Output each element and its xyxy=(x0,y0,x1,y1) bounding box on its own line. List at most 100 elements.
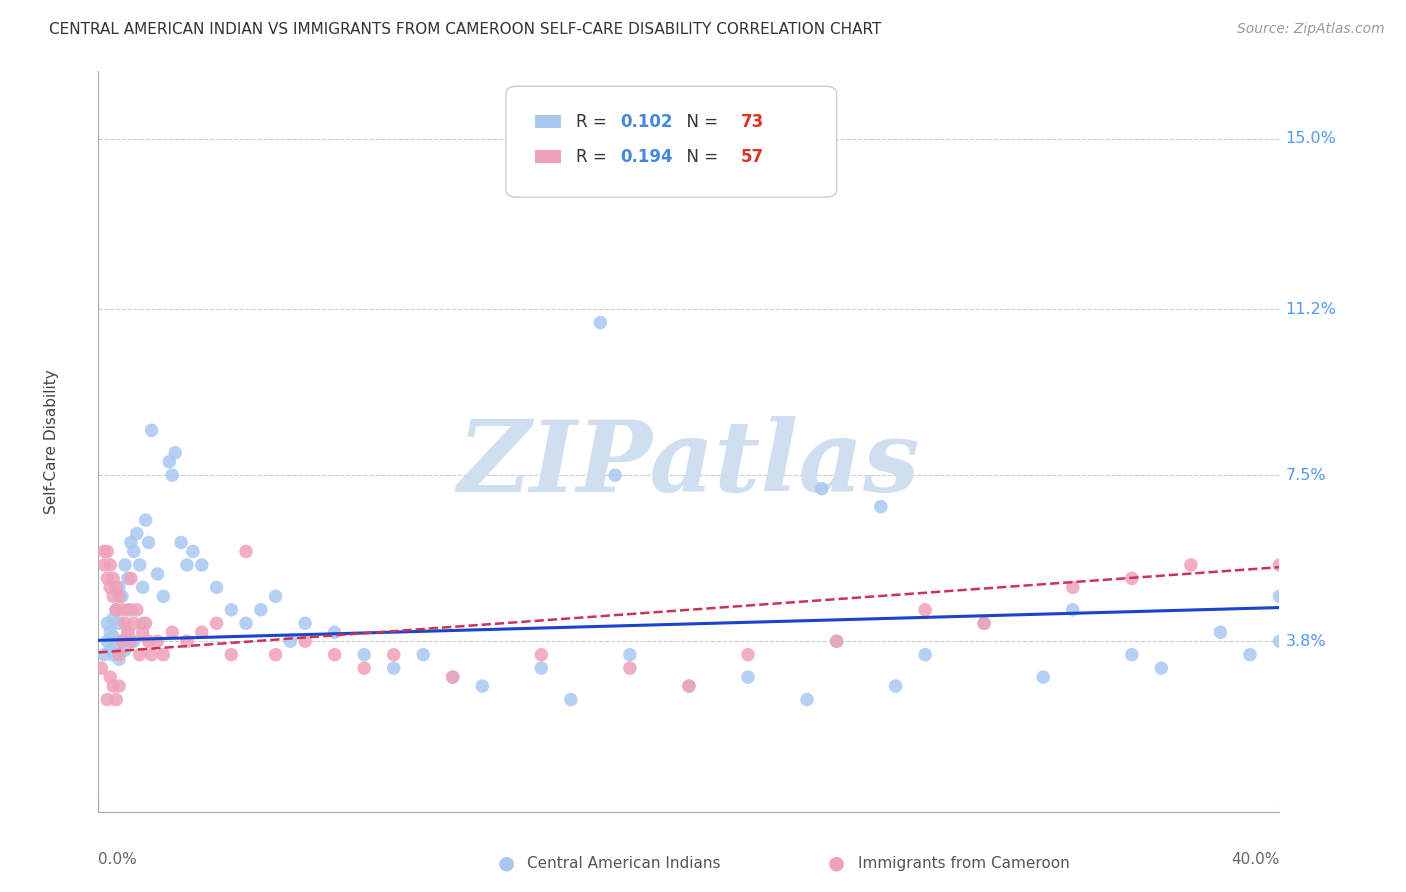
Point xyxy=(141,648,163,662)
Point xyxy=(111,634,134,648)
FancyBboxPatch shape xyxy=(536,115,561,128)
Point xyxy=(191,558,214,572)
Point xyxy=(98,558,121,572)
Point xyxy=(382,661,405,675)
Text: N =: N = xyxy=(676,147,723,166)
Point xyxy=(111,634,134,648)
Point xyxy=(117,625,139,640)
Point xyxy=(181,544,204,558)
Point xyxy=(973,616,995,631)
Point xyxy=(1062,580,1084,594)
Point xyxy=(96,544,118,558)
Point xyxy=(914,648,936,662)
Point xyxy=(264,590,287,604)
Point xyxy=(162,625,183,640)
Point xyxy=(93,544,115,558)
Point xyxy=(294,616,316,631)
Point xyxy=(108,679,131,693)
Point xyxy=(114,643,136,657)
Point xyxy=(90,661,112,675)
Point xyxy=(530,661,553,675)
Point xyxy=(128,558,150,572)
Point xyxy=(103,590,125,604)
Point xyxy=(165,446,187,460)
Point xyxy=(250,603,273,617)
Point xyxy=(122,544,145,558)
Point xyxy=(98,625,121,640)
Point xyxy=(884,679,907,693)
Text: Source: ZipAtlas.com: Source: ZipAtlas.com xyxy=(1237,22,1385,37)
Point xyxy=(96,571,118,585)
Point xyxy=(678,679,700,693)
Text: 0.102: 0.102 xyxy=(620,112,673,131)
Point xyxy=(737,648,759,662)
FancyBboxPatch shape xyxy=(536,150,561,163)
Point xyxy=(1268,634,1291,648)
Point xyxy=(135,513,157,527)
Point xyxy=(1121,571,1143,585)
Point xyxy=(1268,558,1291,572)
Point xyxy=(353,661,375,675)
Point xyxy=(560,692,582,706)
Point xyxy=(796,692,818,706)
Point xyxy=(96,634,118,648)
Point xyxy=(114,616,136,631)
Text: 40.0%: 40.0% xyxy=(1232,853,1279,867)
Point xyxy=(205,616,228,631)
Point xyxy=(125,526,148,541)
Point xyxy=(1180,558,1202,572)
Text: Immigrants from Cameroon: Immigrants from Cameroon xyxy=(858,856,1070,871)
Point xyxy=(132,616,155,631)
Text: 57: 57 xyxy=(741,147,763,166)
Text: 7.5%: 7.5% xyxy=(1285,467,1326,483)
Text: ZIPatlas: ZIPatlas xyxy=(458,416,920,512)
Point xyxy=(825,634,848,648)
Text: 11.2%: 11.2% xyxy=(1285,301,1336,317)
Point xyxy=(108,648,131,662)
Point xyxy=(120,603,142,617)
Point xyxy=(98,643,121,657)
Point xyxy=(441,670,464,684)
Point xyxy=(221,603,243,617)
Point xyxy=(221,648,243,662)
Text: CENTRAL AMERICAN INDIAN VS IMMIGRANTS FROM CAMEROON SELF-CARE DISABILITY CORRELA: CENTRAL AMERICAN INDIAN VS IMMIGRANTS FR… xyxy=(49,22,882,37)
Point xyxy=(176,634,198,648)
Text: 73: 73 xyxy=(741,112,763,131)
Point xyxy=(162,468,183,483)
Point xyxy=(105,603,128,617)
Point xyxy=(105,639,128,653)
Point xyxy=(1062,603,1084,617)
Point xyxy=(441,670,464,684)
Text: Self-Care Disability: Self-Care Disability xyxy=(44,369,59,514)
Point xyxy=(170,535,193,549)
Point xyxy=(108,652,131,666)
Point xyxy=(111,603,134,617)
Text: 15.0%: 15.0% xyxy=(1285,131,1336,146)
Point xyxy=(132,625,155,640)
Point xyxy=(122,616,145,631)
Point xyxy=(98,580,121,594)
Point xyxy=(132,580,155,594)
Point xyxy=(353,648,375,662)
Point xyxy=(280,634,302,648)
Point xyxy=(605,468,627,483)
Point xyxy=(96,616,118,631)
FancyBboxPatch shape xyxy=(506,87,837,197)
Point xyxy=(294,634,316,648)
Point xyxy=(135,616,157,631)
Point xyxy=(323,648,346,662)
Point xyxy=(1032,670,1054,684)
Text: N =: N = xyxy=(676,112,723,131)
Point xyxy=(105,580,128,594)
Point xyxy=(120,571,142,585)
Point xyxy=(589,316,612,330)
Point xyxy=(471,679,494,693)
Point xyxy=(157,455,180,469)
Point xyxy=(146,566,169,581)
Point xyxy=(93,558,115,572)
Point xyxy=(103,648,125,662)
Text: Central American Indians: Central American Indians xyxy=(527,856,721,871)
Text: R =: R = xyxy=(575,147,612,166)
Point xyxy=(138,634,160,648)
Point xyxy=(1121,648,1143,662)
